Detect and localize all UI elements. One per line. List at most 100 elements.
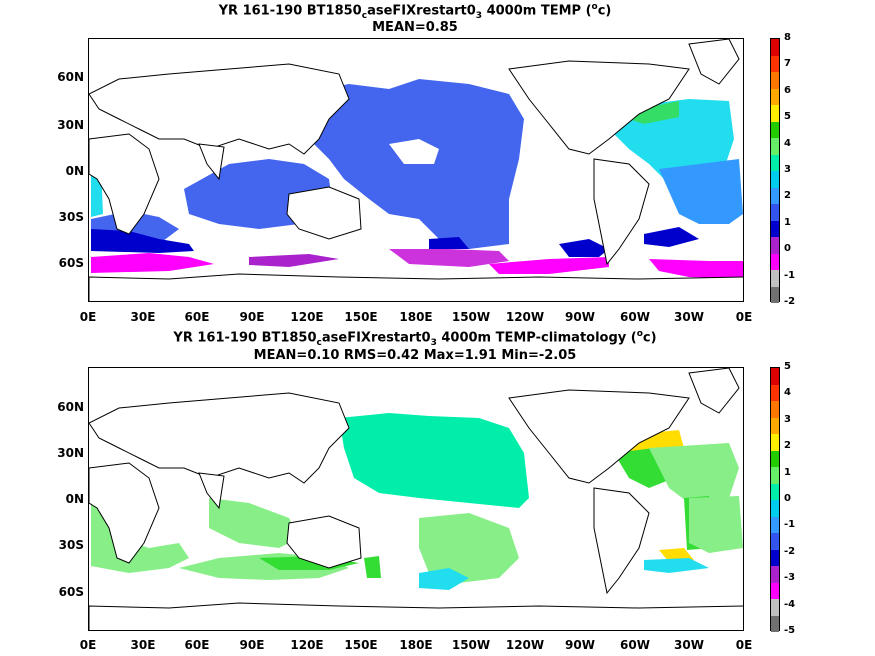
panel2-lon-label: 120E (290, 638, 324, 652)
panel1-field-so-mag2 (389, 249, 509, 267)
panel1-lat-60n: 60N (57, 70, 84, 84)
panel1-greenland (688, 39, 740, 85)
panel1-lon-label: 0E (79, 310, 97, 324)
colorbar-swatch (771, 417, 779, 434)
panel1-lat-60s: 60S (58, 256, 84, 270)
panel2-lon-label: 120W (505, 638, 545, 652)
panel2-stats: MEAN=0.10 RMS=0.42 Max=1.91 Min=-2.05 (253, 348, 577, 363)
panel1-field-so-blue1 (91, 229, 194, 253)
colorbar-label: 0 (784, 243, 791, 255)
panel2-colorbar (770, 367, 780, 632)
panel1-lon-label: 90W (565, 310, 595, 324)
colorbar-swatch (771, 434, 779, 451)
colorbar-label: 2 (784, 440, 791, 452)
colorbar-swatch (771, 39, 779, 56)
panel2-field-so-cyan (419, 568, 469, 590)
panel1-stats: MEAN=0.85 (372, 20, 458, 35)
colorbar-label: 4 (784, 387, 791, 399)
colorbar-swatch (771, 105, 779, 122)
colorbar-label: 6 (784, 84, 791, 96)
colorbar-swatch (771, 88, 779, 105)
panel1-eurasia (89, 63, 350, 155)
panel2-lon-label: 0E (735, 638, 753, 652)
panel2-samerica (593, 487, 650, 595)
panel1-lon-label: 30E (130, 310, 156, 324)
panel2-lat-60s: 60S (58, 585, 84, 599)
colorbar-label: 3 (784, 164, 791, 175)
colorbar-swatch (771, 55, 779, 72)
panel2-lon-label: 60E (184, 638, 210, 652)
panel1-field-atl-blue (659, 159, 743, 224)
panel1-title: YR 161-190 BT1850caseFIXrestart03 4000m … (218, 2, 612, 21)
colorbar-swatch (771, 384, 779, 401)
panel1-colorbar (770, 38, 780, 303)
colorbar-label: -4 (784, 598, 796, 610)
panel1-lon-label: 180E (399, 310, 433, 324)
colorbar-swatch (771, 154, 779, 171)
panel2-field-atl-light (649, 443, 739, 503)
colorbar-label: -2 (784, 545, 796, 557)
panel1-field-so-mag4 (649, 259, 743, 279)
colorbar-label: 5 (784, 111, 791, 123)
panel2-namerica (508, 389, 690, 484)
panel1-lon-label: 120W (505, 310, 545, 324)
panel1-namerica (508, 60, 690, 155)
panel2-field-pacific (339, 413, 529, 508)
panel1-field-so-blue2 (429, 237, 469, 249)
colorbar-label: 1 (784, 466, 791, 478)
panel2-map-svg (89, 368, 743, 630)
panel1-map (88, 38, 744, 302)
colorbar-swatch (771, 187, 779, 204)
panel1-field-pacific-hole (389, 139, 439, 164)
panel1-lon-label: 150W (451, 310, 491, 324)
panel1-map-svg (89, 39, 743, 301)
panel2-field-indian (209, 498, 299, 548)
panel1-field-so-blue3 (559, 239, 609, 257)
colorbar-swatch (771, 450, 779, 467)
colorbar-swatch (771, 171, 779, 188)
panel2-lon-label: 60W (620, 638, 650, 652)
colorbar-swatch (771, 615, 779, 632)
colorbar-label: -1 (784, 269, 796, 281)
panel1-field-so-purple (249, 254, 339, 267)
panel2-title: YR 161-190 BT1850caseFIXrestart03 4000m … (173, 329, 657, 348)
panel1-samerica (593, 158, 650, 266)
colorbar-label: 1 (784, 216, 791, 228)
colorbar-swatch (771, 467, 779, 484)
colorbar-swatch (771, 270, 779, 287)
panel2-field-pac-s (419, 513, 519, 583)
colorbar-label: 5 (784, 361, 791, 372)
panel2-eurasia (89, 392, 350, 484)
panel2-lon-label: 30E (130, 638, 156, 652)
panel2-lon-label: 0E (79, 638, 97, 652)
colorbar-label: -5 (784, 625, 796, 636)
panel2-australia (286, 515, 362, 569)
colorbar-label: 2 (784, 190, 791, 202)
panel2-greenland (688, 368, 740, 414)
panel1-lon-label: 120E (290, 310, 324, 324)
panel2-lat-30n: 30N (57, 446, 84, 460)
panel2-africa (89, 462, 160, 564)
panel1-lon-label: 150E (344, 310, 378, 324)
panel1-lon-label: 60E (184, 310, 210, 324)
colorbar-swatch (771, 204, 779, 221)
panel2-lat-0n: 0N (65, 492, 84, 506)
colorbar-swatch (771, 72, 779, 89)
panel2-lon-label: 30W (674, 638, 704, 652)
panel1-lat-0n: 0N (65, 164, 84, 178)
panel2-lat-60n: 60N (57, 400, 84, 414)
panel1-lat-30s: 30S (58, 210, 84, 224)
panel1-lon-label: 90E (239, 310, 265, 324)
panel2-india (198, 472, 225, 510)
panel2-lon-label: 90E (239, 638, 265, 652)
colorbar-swatch (771, 121, 779, 138)
colorbar-swatch (771, 516, 779, 533)
colorbar-swatch (771, 138, 779, 155)
colorbar-swatch (771, 286, 779, 303)
colorbar-label: 8 (784, 32, 791, 43)
panel1-field-so-mag3 (489, 257, 609, 274)
panel2-lon-label: 180E (399, 638, 433, 652)
colorbar-swatch (771, 237, 779, 254)
panel1-india (198, 143, 225, 181)
colorbar-swatch (771, 368, 779, 385)
